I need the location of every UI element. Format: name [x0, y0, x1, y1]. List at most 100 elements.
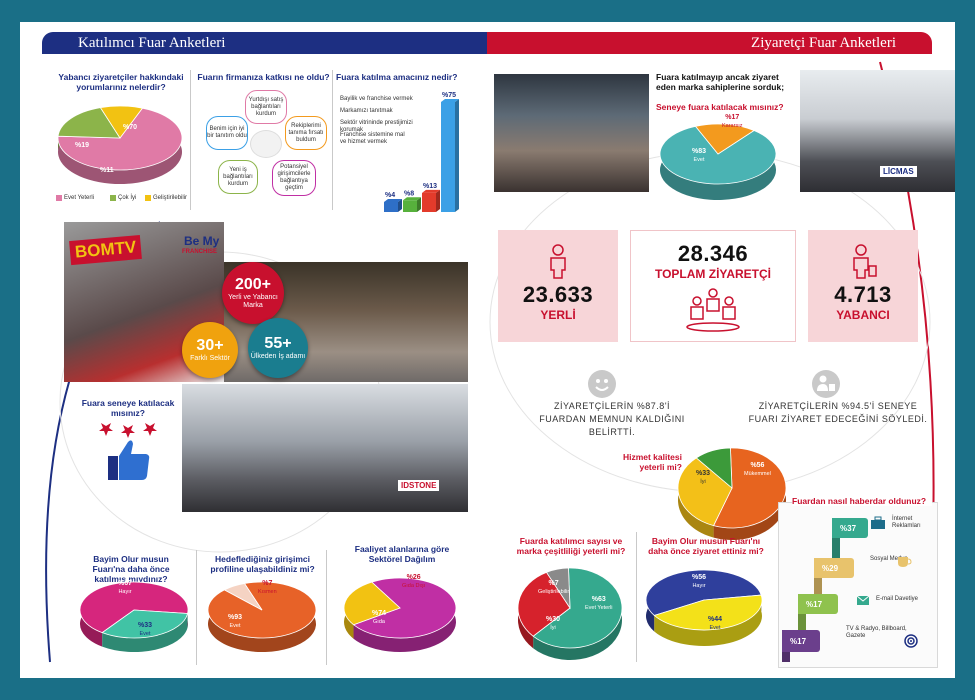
q-visited-title: Bayim Olur musun Fuarı'nı daha önce ziya…	[648, 536, 764, 556]
heard-ribbon-tail-4	[782, 652, 790, 662]
bubble-brands: 200+ Yerli ve Yabancı Marka	[222, 262, 284, 324]
pie-foreign-label-3: %11	[100, 167, 114, 174]
pie-foreign	[57, 105, 183, 184]
pie-buy-next	[659, 123, 777, 200]
divider	[326, 550, 327, 665]
pct: %56	[750, 462, 765, 469]
cat: Hayır	[118, 589, 132, 595]
pie-service-label-2: %33 İyi	[696, 470, 710, 486]
pie-count-label-3: %7 Geliştirilebilir	[538, 580, 569, 596]
pct: %7	[548, 580, 559, 587]
pct: %67	[118, 580, 133, 587]
pie-sector-slice-1	[352, 577, 457, 639]
pie-count	[517, 567, 623, 660]
heard-ribbon-tail-3	[798, 614, 806, 630]
left-header: Katılımcı Fuar Anketleri	[42, 32, 487, 54]
bar-purpose-label-4: %75	[442, 92, 456, 99]
legend-foreign-3: Geliştirilebilir	[145, 195, 187, 201]
cat: İyi	[550, 625, 556, 631]
sentence-return-1: ZİYARETÇİLERİN %94.5'İ SENEYE	[758, 401, 918, 411]
contrib-item-2: Rekiplerimi tanıma fırsatı buldum	[285, 116, 327, 150]
heard-ribbon-1: %37	[832, 518, 868, 538]
pie-foreign-slice-1	[57, 107, 183, 171]
pie-buy-next-chart	[659, 123, 777, 200]
pie-foreign-label-2: %19	[75, 142, 90, 149]
pie-bayim-slice-2	[101, 609, 189, 639]
thumbs-up-icon	[99, 423, 157, 480]
pct: %33	[696, 470, 711, 477]
pie-sector-label-2: %74 Gıda	[372, 610, 386, 626]
purpose-item-2: Markamızı tanıtmak	[340, 108, 393, 114]
pct: %11	[715, 424, 729, 431]
target-icon	[904, 634, 918, 648]
bubble-countries-text: Ülkeden İş adamı	[250, 353, 306, 360]
bar-purpose-3	[422, 192, 436, 212]
q-sector-title: Faaliyet alanlarına göre Sektörel Dağılı…	[354, 544, 450, 564]
pie-foreign-label-1: %70	[123, 124, 138, 131]
briefcase-icon	[871, 516, 885, 529]
cat: Evet	[693, 157, 705, 163]
cat: Kararsız	[722, 123, 743, 129]
pie-foreign-slice-2	[57, 107, 121, 139]
pie-bayim	[79, 581, 189, 652]
pie-bayim-label-1: %67 Hayır	[118, 580, 132, 596]
cat: Evet Yeterli	[585, 605, 613, 611]
pie-visited-label-1: %56 Hayır	[692, 574, 706, 590]
pie-target	[207, 581, 317, 652]
cat: Gıda Dışı	[402, 583, 426, 589]
heard-social: Sosyal Medya	[870, 556, 908, 562]
pie-buy-label-2: %83 Evet	[692, 148, 706, 164]
pie-foreign-slice-3	[99, 105, 144, 139]
pct: %26	[406, 574, 421, 581]
pct: %17	[725, 114, 740, 121]
bomtv-logo: BOMTV	[69, 234, 143, 266]
pct: %63	[591, 596, 606, 603]
bar-purpose-top-4	[441, 99, 459, 102]
legend-label: Evet Yeterli	[64, 195, 95, 201]
pie-bayim-slice-1	[79, 581, 189, 634]
legend-label: Çok İyi	[118, 195, 137, 201]
pie-sector-chart	[343, 577, 457, 652]
stat-local-label: YERLİ	[540, 308, 576, 322]
bar-purpose-side-1	[398, 199, 402, 212]
pie-visited	[645, 569, 763, 646]
pie-bayim-side-2	[102, 613, 188, 652]
fair-crowd-photo: IDSTONE	[182, 384, 468, 512]
q-service-title: Hizmet kalitesi yeterli mi?	[622, 452, 682, 472]
cat: Evet	[709, 625, 721, 631]
heard-email: E-mail Davetiye	[876, 596, 919, 602]
stat-local: 23.633 YERLİ	[498, 230, 618, 342]
bubble-countries-num: 55+	[264, 335, 292, 352]
pie-service-slice-1	[713, 447, 787, 529]
legend-swatch	[145, 195, 151, 201]
pie-buy-next-side-1	[660, 126, 776, 200]
sentence-return: ZİYARETÇİLERİN %94.5'İ SENEYE FUARI ZİYAR…	[738, 400, 938, 426]
q-contrib-title: Fuarın firmanıza katkısı ne oldu?	[197, 72, 330, 82]
pie-bayim-chart	[79, 581, 189, 652]
pie-visited-side-2	[654, 595, 762, 646]
pie-service-chart	[677, 447, 787, 540]
bubble-brands-text: Yerli ve Yabancı Marka	[228, 294, 278, 309]
divider	[332, 70, 333, 210]
pct: %44	[708, 616, 723, 623]
q-heard-title: Fuardan nasıl haberdar oldunuz?	[792, 496, 932, 506]
pct: %30	[546, 616, 561, 623]
q-buy-next-subtitle: Seneye fuara katılacak mısınız?	[656, 102, 784, 112]
bar-purpose-label-1: %4	[385, 192, 395, 199]
stat-foreign: 4.713 YABANCI	[808, 230, 918, 342]
contrib-item-5: Benim için iyi bir tanıtım oldu	[206, 116, 248, 150]
booth-photo: LİCMAS	[800, 70, 955, 192]
brochure-page: Katılımcı Fuar Anketleri Ziyaretçi Fuar …	[20, 22, 955, 678]
coffee-cup-icon	[898, 557, 912, 567]
legend-swatch	[56, 195, 62, 201]
q-target-title: Hedeflediğiniz girişimci profiline ulaşa…	[210, 554, 315, 574]
pie-target-label-1: %7 Kısmen	[258, 580, 277, 596]
bar-purpose-side-2	[417, 197, 421, 212]
heard-ribbon-4: %17	[782, 630, 820, 652]
pie-service-slice-3	[695, 447, 733, 489]
stat-foreign-label: YABANCI	[836, 308, 890, 322]
cat: Mükemmel	[744, 471, 771, 477]
bubble-sectors: 30+ Farklı Sektör	[182, 322, 238, 378]
stat-foreign-num: 4.713	[834, 282, 892, 307]
pie-service	[677, 447, 787, 540]
